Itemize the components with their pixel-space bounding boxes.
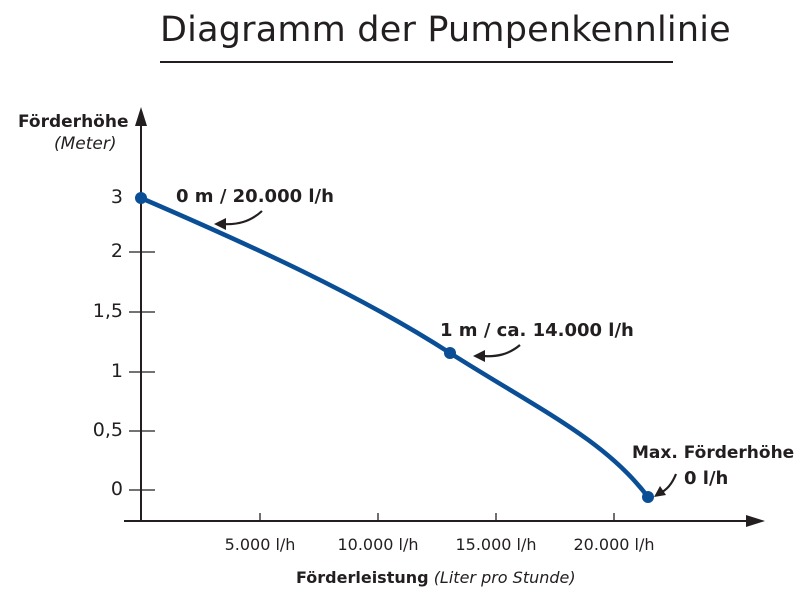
- x-axis-unit: (Liter pro Stunde): [433, 568, 576, 587]
- y-axis-label: Förderhöhe: [18, 112, 129, 132]
- annotation-bottom-title: Max. Förderhöhe: [632, 443, 795, 463]
- arrowhead-bottom-icon: [654, 486, 666, 497]
- y-tick-label: 0: [110, 478, 123, 500]
- x-tick-label: 10.000 l/h: [337, 535, 419, 554]
- y-axis-unit: (Meter): [54, 134, 117, 154]
- data-point-top: [135, 192, 147, 204]
- y-tick-label: 1,5: [92, 300, 123, 322]
- y-tick-label: 0,5: [92, 419, 123, 441]
- arrowhead-top-icon: [214, 218, 226, 230]
- x-axis-label-group: Förderleistung (Liter pro Stunde): [296, 568, 576, 587]
- x-tick-label: 15.000 l/h: [455, 535, 537, 554]
- chart-title: Diagramm der Pumpenkennlinie: [160, 10, 731, 50]
- x-ticks: [259, 513, 615, 521]
- x-tick-label: 20.000 l/h: [573, 535, 655, 554]
- arrow-top-icon: [221, 210, 263, 226]
- y-tick-label: 2: [110, 240, 123, 262]
- y-axis-arrow-icon: [135, 107, 147, 126]
- data-point-bottom: [642, 491, 654, 503]
- annotation-bottom-value: 0 l/h: [684, 468, 729, 489]
- y-tick-label: 3: [110, 186, 123, 208]
- pump-curve: [138, 195, 651, 500]
- annotation-middle: 1 m / ca. 14.000 l/h: [440, 320, 634, 341]
- arrowhead-middle-icon: [473, 350, 485, 362]
- x-axis-label: Förderleistung: [296, 568, 429, 587]
- y-ticks: [129, 251, 155, 491]
- y-tick-label: 1: [110, 360, 123, 382]
- x-axis-arrow-icon: [746, 515, 765, 527]
- x-tick-label: 5.000 l/h: [224, 535, 296, 554]
- title-underline: [160, 61, 673, 63]
- data-point-middle: [444, 347, 456, 359]
- annotation-top: 0 m / 20.000 l/h: [176, 186, 334, 207]
- arrow-middle-icon: [481, 344, 521, 358]
